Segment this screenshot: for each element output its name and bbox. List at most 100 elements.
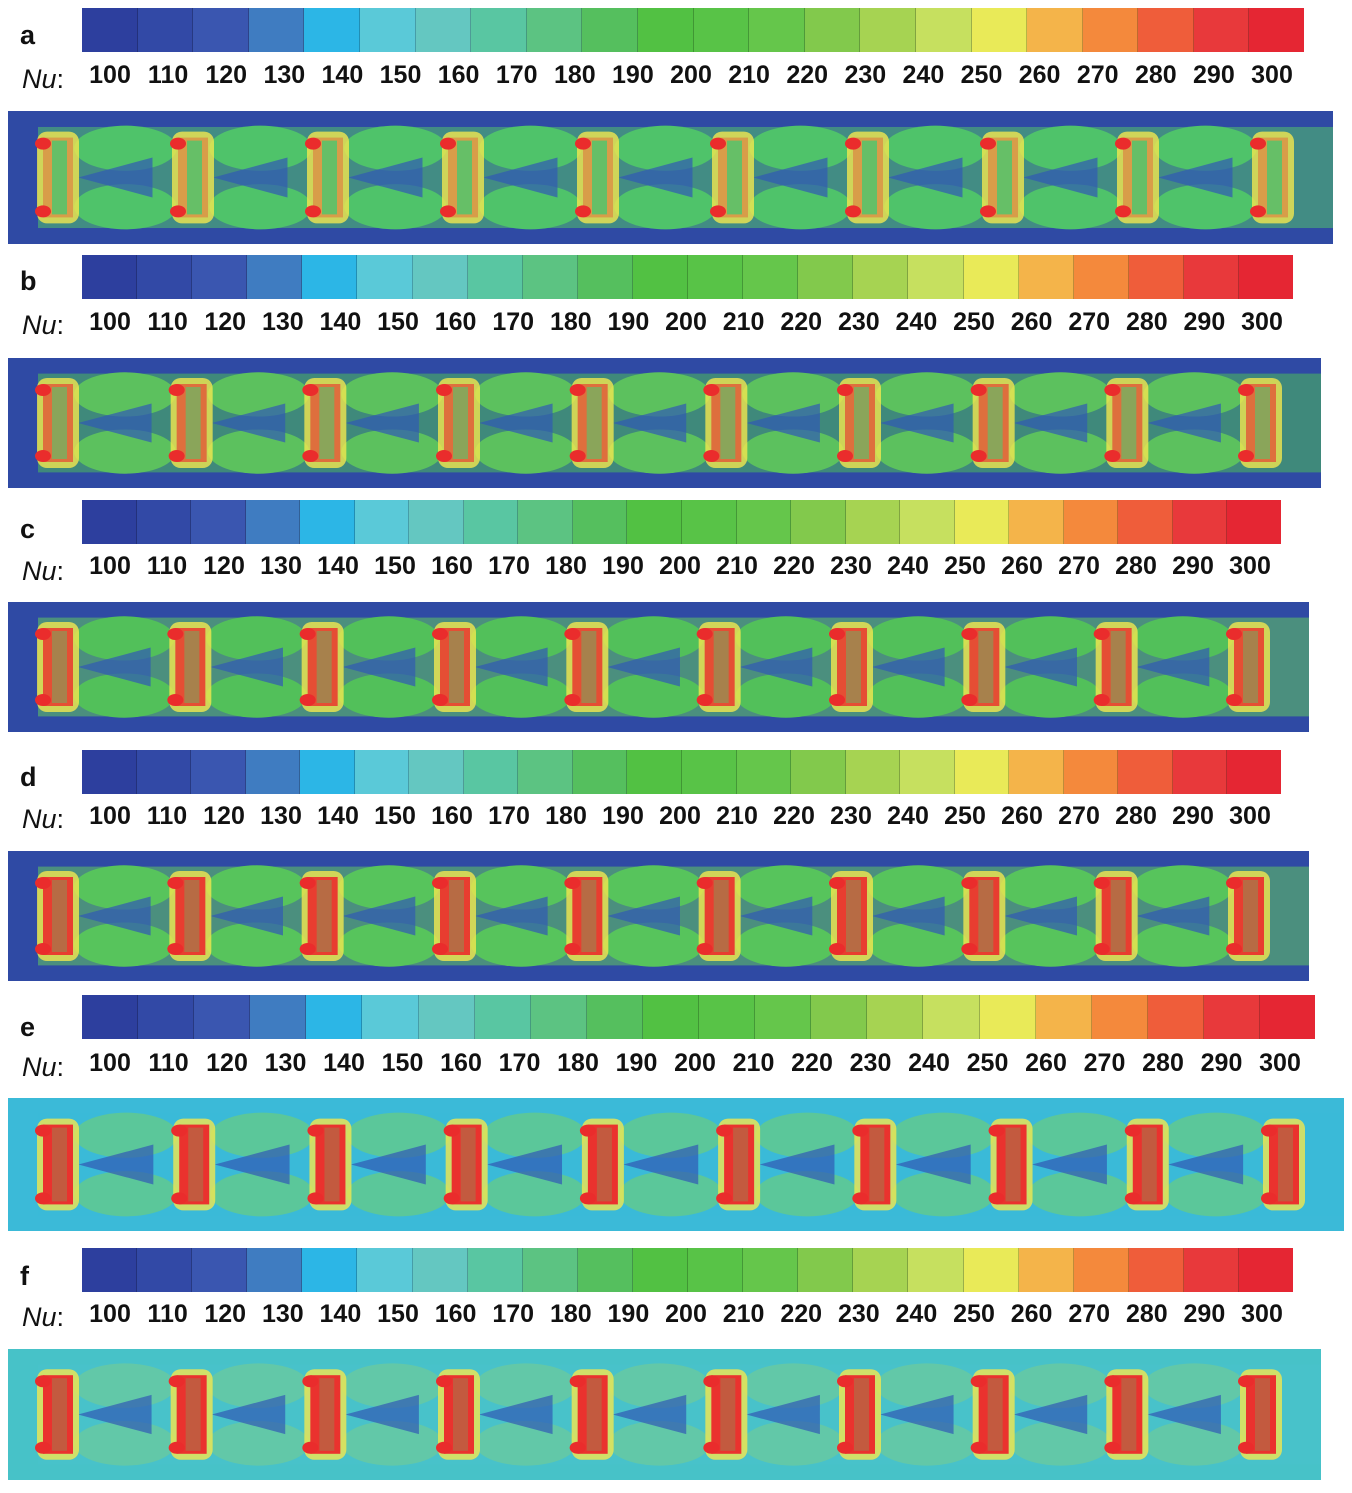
contour-blob — [207, 429, 310, 474]
tick-label: 100 — [89, 308, 131, 336]
obstacle-core — [713, 880, 729, 952]
colorbar-band — [191, 750, 246, 794]
colorbar-band — [192, 1248, 248, 1292]
colorbar-band — [860, 8, 916, 52]
hot-spot — [837, 384, 853, 396]
nu-label: Nu: — [22, 1052, 64, 1083]
obstacle — [969, 628, 1000, 706]
hot-spot — [988, 1124, 1005, 1137]
tick-label: 220 — [780, 1300, 823, 1328]
contour-wake — [871, 647, 945, 687]
hot-spot — [167, 877, 184, 889]
obstacle-core — [1255, 1378, 1270, 1451]
colorbar-band — [743, 1248, 799, 1292]
colorbar-band — [530, 995, 587, 1039]
hot-spot — [299, 877, 316, 889]
tick-label: 230 — [830, 802, 872, 830]
tick-label: 170 — [488, 552, 530, 580]
obstacle-core — [449, 880, 464, 952]
panel-label: e — [20, 1012, 36, 1042]
tick-label: 300 — [1229, 552, 1271, 580]
obstacle-core — [846, 880, 861, 952]
hot-spot — [845, 205, 861, 218]
hot-spot — [35, 1192, 51, 1205]
obstacle-core — [581, 631, 597, 703]
colorbar-band — [1118, 500, 1173, 544]
contour-wake — [1004, 647, 1077, 687]
tick-label: 130 — [261, 1300, 304, 1328]
nu-contour-plot — [8, 1098, 1344, 1231]
hot-spot — [1238, 1375, 1254, 1388]
panel-label: d — [20, 762, 37, 792]
colorbar-band — [304, 8, 360, 52]
contour-blob — [206, 616, 307, 661]
colorbar-band — [463, 750, 519, 794]
contour-blob — [338, 673, 440, 718]
hot-spot — [837, 450, 853, 462]
hot-spot — [170, 137, 186, 150]
hot-spot — [35, 384, 51, 396]
colorbar-band — [137, 1248, 193, 1292]
colorbar-band — [359, 8, 416, 52]
obstacle-core — [586, 387, 602, 459]
obstacle — [175, 877, 206, 955]
tick-label: 280 — [1125, 308, 1168, 336]
colorbar-band — [923, 995, 980, 1039]
contour-blob — [614, 125, 717, 171]
tick-label: 240 — [887, 802, 929, 830]
tick-label: 110 — [146, 802, 188, 830]
colorbar-band — [908, 1248, 964, 1292]
obstacle-core — [586, 1378, 602, 1451]
hot-spot — [35, 1441, 51, 1454]
tick-label: 220 — [773, 552, 815, 580]
colorbar-band — [1063, 750, 1119, 794]
colorbar-band — [688, 255, 744, 299]
nu-variable: Nu — [22, 1052, 57, 1082]
hot-spot — [569, 1441, 586, 1454]
obstacle-core — [727, 140, 742, 215]
tick-label: 300 — [1229, 802, 1271, 830]
contour-blob — [1154, 184, 1257, 230]
contour-blob — [749, 184, 852, 230]
hot-spot — [440, 205, 456, 218]
hot-spot — [1261, 1124, 1277, 1137]
tick-label: 200 — [665, 308, 707, 336]
hot-spot — [703, 1441, 720, 1454]
contour-blob — [1143, 1363, 1245, 1408]
colorbar-band — [193, 8, 249, 52]
obstacle-core — [862, 140, 877, 215]
tick-label: 230 — [844, 61, 887, 89]
colorbar-band — [577, 1248, 633, 1292]
hot-spot — [171, 1192, 188, 1205]
obstacle-core — [52, 1378, 67, 1451]
colorbar-band — [1193, 8, 1250, 52]
contour-wake — [350, 1144, 426, 1185]
colorbar-band — [474, 995, 531, 1039]
hot-spot — [852, 1124, 869, 1137]
colorbar-band — [522, 255, 578, 299]
tick-label: 240 — [895, 308, 938, 336]
tick-label: 100 — [89, 552, 131, 580]
obstacle-core — [1255, 387, 1270, 459]
contour-blob — [876, 1421, 978, 1466]
contour-wake — [623, 1144, 699, 1185]
tick-label: 160 — [434, 1300, 477, 1328]
panel-label: a — [20, 20, 36, 50]
contour-blob — [755, 1112, 859, 1158]
tick-label: 300 — [1241, 308, 1283, 336]
nu-separator: : — [56, 804, 65, 834]
hot-spot — [1104, 450, 1121, 462]
colorbar-band — [804, 8, 861, 52]
colorbar-band — [586, 995, 643, 1039]
hot-spot — [167, 694, 184, 706]
nu-contour-plot — [8, 851, 1309, 981]
contour-blob — [210, 1112, 315, 1158]
colorbar-band — [518, 500, 573, 544]
hot-spot — [852, 1192, 869, 1205]
contour-blob — [1019, 125, 1122, 171]
contour-blob — [1143, 372, 1245, 417]
hot-spot — [569, 450, 586, 462]
colorbar-band — [637, 8, 694, 52]
tick-label: 130 — [260, 552, 302, 580]
obstacle-core — [592, 140, 607, 215]
